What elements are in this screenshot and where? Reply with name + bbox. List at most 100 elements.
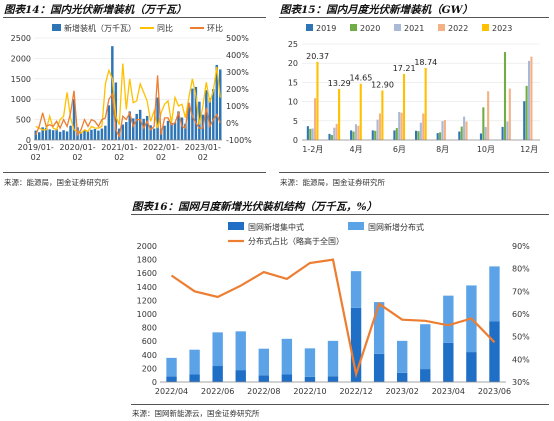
fig15-bar-2021 xyxy=(419,122,422,140)
fig16-bar-centralized xyxy=(189,374,200,382)
fig16-ytick-label: 600 xyxy=(142,337,157,346)
fig14-bar xyxy=(90,129,93,140)
fig15-bar-2020 xyxy=(395,128,398,140)
fig14-ytick-label: 2500 xyxy=(11,34,31,43)
fig15-bar-2019 xyxy=(479,133,483,140)
fig15-bar-2023 xyxy=(359,83,362,140)
fig14-bar xyxy=(86,131,90,140)
fig15-bar-2020 xyxy=(374,130,377,140)
fig14-ytick-right-label: 500% xyxy=(226,34,249,43)
fig14-bar xyxy=(138,109,142,140)
fig16-ytick-label: 200 xyxy=(142,364,157,373)
fig14-xtick-label-line2: 02 xyxy=(72,153,82,162)
fig14-legend-swatch xyxy=(52,24,61,31)
fig14-bar xyxy=(163,125,166,140)
fig14-bar xyxy=(187,103,191,140)
fig14-bar xyxy=(205,90,208,140)
fig16-title-rule xyxy=(131,214,549,215)
fig16-ytick-label: 1600 xyxy=(137,269,157,278)
fig15-ytick-label: 25 xyxy=(288,40,298,49)
fig15-data-label: 13.29 xyxy=(328,79,351,88)
fig14-bar xyxy=(166,120,170,140)
fig14-bar xyxy=(41,127,44,140)
fig14-ytick-label: 2000 xyxy=(11,54,31,63)
fig15-legend-label: 2020 xyxy=(360,24,380,33)
fig15-xtick-label: 12月 xyxy=(520,145,538,154)
fig16-source-rule xyxy=(131,404,549,405)
fig15-bar-2022 xyxy=(357,125,360,140)
fig14-xtick-label: 2023/01- xyxy=(185,143,221,152)
fig15-xtick-label: 8月 xyxy=(436,145,449,154)
fig14-bar xyxy=(128,111,131,140)
fig15-legend-label: 2021 xyxy=(404,24,424,33)
fig16-xtick-label: 2022/12 xyxy=(339,387,372,396)
fig16-bar-distributed xyxy=(443,295,454,343)
fig16-legend-swatch xyxy=(228,222,244,230)
fig16-bar-centralized xyxy=(235,370,246,382)
fig15-legend-label: 2019 xyxy=(316,24,336,33)
fig16-bar-distributed xyxy=(489,266,500,322)
fig14-ytick-label: 1000 xyxy=(11,95,31,104)
fig16-title: 图表16：国网月度新增光伏装机结构（万千瓦，%） xyxy=(132,201,378,213)
fig15-legend-swatch xyxy=(482,24,489,31)
fig15-xtick-label: 4月 xyxy=(350,145,363,154)
fig14-bar xyxy=(125,122,128,140)
fig14-xtick-label: 2020/01- xyxy=(59,143,95,152)
fig15-bar-2019 xyxy=(328,133,331,140)
fig16-bar-distributed xyxy=(258,348,269,376)
fig16-ytick-label: 400 xyxy=(142,351,157,360)
fig14-bar xyxy=(219,69,222,140)
fig15-bar-2022 xyxy=(487,91,490,140)
fig15-legend-label: 2022 xyxy=(448,24,468,33)
fig14-ytick-right-label: 200% xyxy=(226,85,249,94)
fig15-bar-2019 xyxy=(371,130,374,140)
fig15-xtick-label: 6月 xyxy=(393,145,406,154)
fig14-ytick-right-label: 300% xyxy=(226,68,249,77)
fig16-bar-centralized xyxy=(373,353,385,382)
fig15-bar-2022 xyxy=(465,121,468,140)
fig14-bar xyxy=(44,127,48,140)
fig15-bar-2020 xyxy=(460,126,463,140)
fig16-bar-distributed xyxy=(166,357,177,377)
fig14-bar xyxy=(215,64,219,140)
fig16-bar-centralized xyxy=(327,376,339,382)
fig16-bar-distributed xyxy=(327,340,339,377)
fig15-ytick-label: 5 xyxy=(293,117,298,126)
fig15-bar-2023 xyxy=(424,68,427,140)
fig15-bar-2023 xyxy=(381,90,384,140)
fig15-bar-2019 xyxy=(350,130,353,140)
fig16-xtick-label: 2022/04 xyxy=(155,387,188,396)
fig14-xtick-label: 2019/01- xyxy=(18,143,54,152)
fig15-legend-swatch xyxy=(394,24,401,31)
fig16-bar-centralized xyxy=(466,352,477,382)
fig14-bar xyxy=(104,125,107,140)
fig16-bar-distributed xyxy=(304,348,316,377)
fig14-legend-label: 同比 xyxy=(157,23,173,33)
fig14-bar xyxy=(62,130,65,140)
fig14-xtick-label-line2: 02 xyxy=(198,153,208,162)
fig14-bar xyxy=(184,123,187,140)
fig15-source: 来源：能源局，国金证券研究所 xyxy=(280,178,385,187)
fig14-bar xyxy=(58,131,62,140)
fig15-bar-2022 xyxy=(400,112,403,140)
fig15-bar-2020 xyxy=(525,85,528,140)
fig14-xtick-label: 2021/01- xyxy=(101,143,137,152)
fig15-xtick-label: 10月 xyxy=(477,145,495,154)
fig16-bar-distributed xyxy=(189,349,200,375)
fig14-series-line-1 xyxy=(35,63,221,134)
fig15-bar-2022 xyxy=(335,123,338,140)
fig15-legend-label: 2023 xyxy=(492,24,512,33)
fig14-legend-label: 新增装机（万千瓦） xyxy=(64,23,136,33)
fig16-ytick-label: 800 xyxy=(142,324,157,333)
fig14-bar xyxy=(131,118,135,140)
fig14-bar xyxy=(51,130,55,140)
fig14-ytick-right-label: 0% xyxy=(226,119,239,128)
fig16-ytick-right-label: 40% xyxy=(512,355,530,364)
fig15-bar-2022 xyxy=(314,98,317,140)
fig15-bar-2023 xyxy=(402,73,406,140)
fig15-data-label: 20.37 xyxy=(306,52,329,61)
fig16-xtick-label: 2022/06 xyxy=(201,387,234,396)
fig16-bar-distributed xyxy=(350,271,362,308)
fig14-xtick-label: 2022/01- xyxy=(143,143,179,152)
fig15-bar-2019 xyxy=(415,130,418,140)
